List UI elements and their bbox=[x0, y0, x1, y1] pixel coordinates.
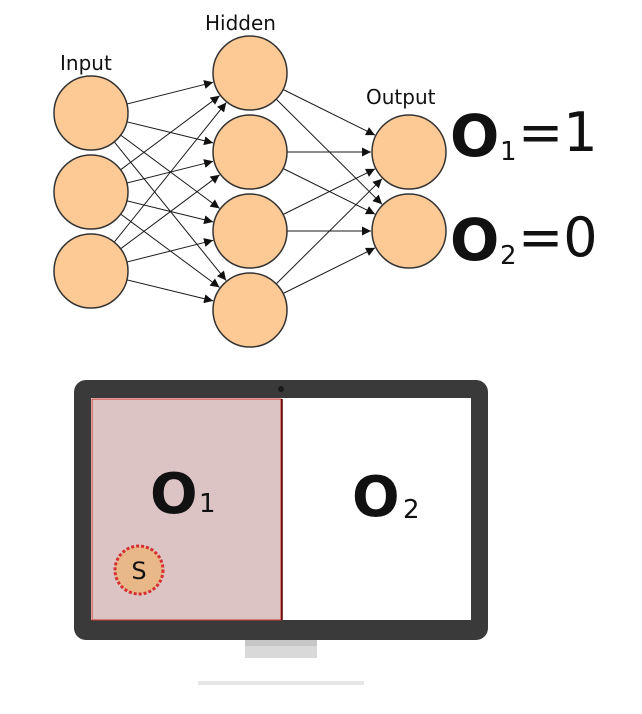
network-connections bbox=[113, 80, 383, 304]
hidden-layer-label: Hidden bbox=[205, 11, 276, 35]
output-neuron-1 bbox=[371, 114, 447, 190]
monitor-base bbox=[198, 681, 364, 685]
edge-input-3-to-hidden-4 bbox=[126, 279, 214, 304]
monitor-neck-shadow bbox=[245, 640, 317, 646]
edge-input-3-to-hidden-3 bbox=[126, 238, 214, 263]
input-neuron-2 bbox=[53, 154, 129, 230]
edge-hidden-1-to-output-1 bbox=[282, 89, 376, 136]
panel-left-symbol: O bbox=[150, 462, 198, 527]
screen-panel-right[interactable] bbox=[283, 399, 470, 620]
hidden-neuron-1 bbox=[212, 35, 288, 111]
camera-icon bbox=[278, 386, 284, 392]
output-2-value: =0 bbox=[518, 206, 598, 269]
edge-hidden-4-to-output-1 bbox=[275, 178, 383, 285]
agent-marker-label: S bbox=[131, 557, 146, 585]
network-neurons bbox=[53, 35, 447, 348]
edge-input-3-to-hidden-1 bbox=[113, 102, 227, 243]
output-1-value: =1 bbox=[518, 101, 598, 164]
output-2-symbol: O bbox=[450, 206, 499, 274]
agent-marker-circle[interactable] bbox=[113, 544, 165, 596]
output-1-subscript: 1 bbox=[500, 137, 517, 167]
output-2-subscript: 2 bbox=[500, 241, 517, 271]
panel-left-subscript: 1 bbox=[199, 489, 216, 519]
output-layer-label: Output bbox=[366, 85, 436, 109]
output-neuron-2 bbox=[371, 193, 447, 269]
edge-input-1-to-hidden-1 bbox=[126, 80, 214, 105]
input-layer-label: Input bbox=[60, 51, 112, 75]
edge-hidden-3-to-output-1 bbox=[282, 168, 376, 215]
hidden-neuron-3 bbox=[212, 193, 288, 269]
hidden-neuron-2 bbox=[212, 114, 288, 190]
edge-input-3-to-hidden-2 bbox=[120, 174, 220, 250]
edge-input-2-to-hidden-1 bbox=[120, 95, 220, 171]
panel-right-subscript: 2 bbox=[403, 495, 420, 525]
agent-marker[interactable]: S bbox=[113, 544, 165, 596]
panel-right-symbol: O bbox=[352, 465, 400, 530]
input-neuron-1 bbox=[53, 75, 129, 151]
output-equation-2: O 2 =0 bbox=[450, 206, 598, 274]
monitor: O 1 O 2 S bbox=[74, 380, 488, 685]
output-equation-1: O 1 =1 bbox=[450, 101, 598, 170]
hidden-neuron-4 bbox=[212, 272, 288, 348]
input-neuron-3 bbox=[53, 233, 129, 309]
edge-hidden-4-to-output-2 bbox=[282, 247, 376, 294]
output-1-symbol: O bbox=[450, 102, 499, 170]
